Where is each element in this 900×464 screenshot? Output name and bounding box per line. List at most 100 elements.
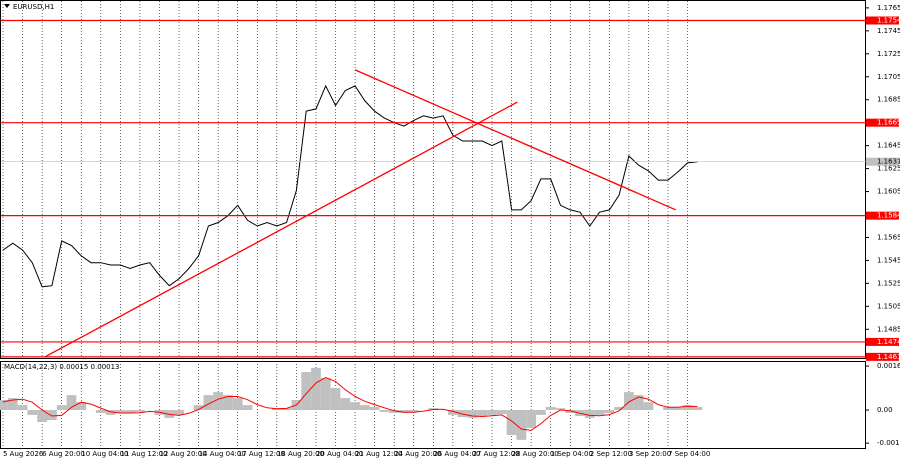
macd-bar	[174, 410, 184, 415]
macd-bar	[584, 410, 595, 418]
macd-bar	[565, 410, 576, 414]
y-tick-label: 1.1625	[877, 165, 900, 173]
macd-bar	[399, 410, 409, 414]
macd-bar	[389, 410, 400, 414]
level-label: 1.1584	[877, 212, 900, 220]
level-label: 1.1461	[877, 353, 900, 361]
level-box	[866, 118, 899, 127]
macd-bar	[672, 407, 683, 411]
y-tick-label: 1.1705	[877, 73, 900, 81]
macd-bar	[516, 410, 527, 440]
macd-bar	[545, 407, 556, 411]
y-tick-label: 0.00162	[877, 362, 900, 370]
level-label: 1.1474	[877, 338, 900, 346]
y-tick-label: 1.1685	[877, 96, 900, 104]
macd-bar	[66, 395, 77, 411]
level-label: 1.1665	[877, 119, 900, 127]
macd-bar	[594, 410, 605, 415]
symbol-marker	[4, 4, 10, 8]
macd-bar	[281, 408, 292, 411]
y-tick-label: 1.1725	[877, 50, 900, 58]
macd-bar	[17, 405, 28, 411]
macd-bar	[330, 388, 341, 411]
x-tick-label: 2 Sep 12:00	[590, 450, 632, 458]
macd-bar	[487, 410, 497, 415]
level-box	[866, 352, 899, 361]
y-tick-label: 1.1605	[877, 188, 900, 196]
macd-bar	[624, 392, 634, 411]
macd-bar	[7, 398, 18, 411]
x-tick-label: 14 Aug 04:00	[199, 450, 246, 458]
macd-bar	[526, 410, 537, 428]
y-tick-label: 1.1525	[877, 279, 900, 287]
macd-bar	[76, 402, 87, 411]
macd-bar	[135, 410, 145, 412]
y-tick-label: 1.1505	[877, 302, 900, 310]
x-tick-label: 5 Aug 2026	[3, 450, 44, 458]
macd-bar	[37, 410, 48, 422]
trendline	[354, 69, 677, 211]
y-tick-label: 0.00	[877, 406, 893, 414]
macd-bar	[27, 410, 38, 415]
macd-bar	[369, 407, 380, 411]
x-tick-label: 10 Aug 04:00	[81, 450, 128, 458]
y-tick-label: 1.1545	[877, 256, 900, 264]
macd-bar	[350, 402, 360, 411]
x-tick-label: 11 Aug 12:00	[120, 450, 167, 458]
macd-bar	[477, 410, 488, 416]
macd-bar	[203, 395, 214, 411]
macd-bar	[242, 405, 253, 411]
level-box	[866, 16, 899, 25]
x-tick-label: 20 Aug 04:00	[316, 450, 363, 458]
x-tick-label: 21 Aug 12:00	[355, 450, 402, 458]
macd-bar	[56, 405, 67, 411]
macd-bar	[47, 410, 57, 421]
x-tick-label: 26 Aug 04:00	[433, 450, 480, 458]
macd-bar	[457, 410, 468, 418]
macd-bar	[408, 410, 419, 412]
macd-bar	[213, 392, 224, 411]
macd-bar	[320, 378, 331, 411]
macd-bar	[467, 410, 478, 418]
macd-bar	[379, 410, 390, 412]
x-tick-label: 7 Sep 04:00	[668, 450, 710, 458]
macd-bar	[95, 410, 106, 414]
macd-bar	[340, 398, 351, 411]
macd-bar	[633, 395, 644, 411]
macd-bar	[663, 407, 673, 411]
signal-line	[2, 376, 698, 431]
x-tick-label: 28 Aug 20:00	[512, 450, 559, 458]
macd-bar	[115, 410, 126, 414]
macd-bar	[311, 367, 321, 411]
x-tick-label: 17 Aug 12:00	[238, 450, 285, 458]
macd-bar	[692, 407, 703, 411]
macd-bar	[301, 372, 312, 411]
x-tick-label: 18 Aug 20:00	[277, 450, 324, 458]
macd-bar	[682, 405, 693, 411]
y-tick-label: -0.00122	[877, 439, 900, 447]
level-box	[866, 337, 899, 346]
macd-bar	[536, 410, 546, 415]
x-tick-label: 3 Sep 20:00	[629, 450, 671, 458]
y-tick-label: 1.1565	[877, 233, 900, 241]
macd-bar	[105, 410, 116, 415]
macd-bar	[232, 398, 243, 411]
y-tick-label: 1.1645	[877, 142, 900, 150]
current-price-label: 1.1631	[877, 158, 900, 166]
x-tick-label: 27 Aug 12:00	[472, 450, 519, 458]
main-panel	[0, 0, 866, 359]
chart-title: EURUSD,H1	[13, 3, 54, 11]
macd-bar	[223, 395, 233, 411]
x-tick-label: 12 Aug 20:00	[159, 450, 206, 458]
trendline	[44, 101, 518, 358]
price-line	[2, 84, 698, 288]
level-label: 1.1754	[877, 17, 900, 25]
y-tick-label: 1.1765	[877, 4, 900, 12]
macd-bar	[496, 410, 507, 415]
macd-bar	[0, 399, 8, 411]
macd-bar	[643, 402, 654, 411]
macd-bar	[447, 410, 458, 415]
y-tick-label: 1.1485	[877, 325, 900, 333]
y-tick-label: 1.1745	[877, 27, 900, 35]
